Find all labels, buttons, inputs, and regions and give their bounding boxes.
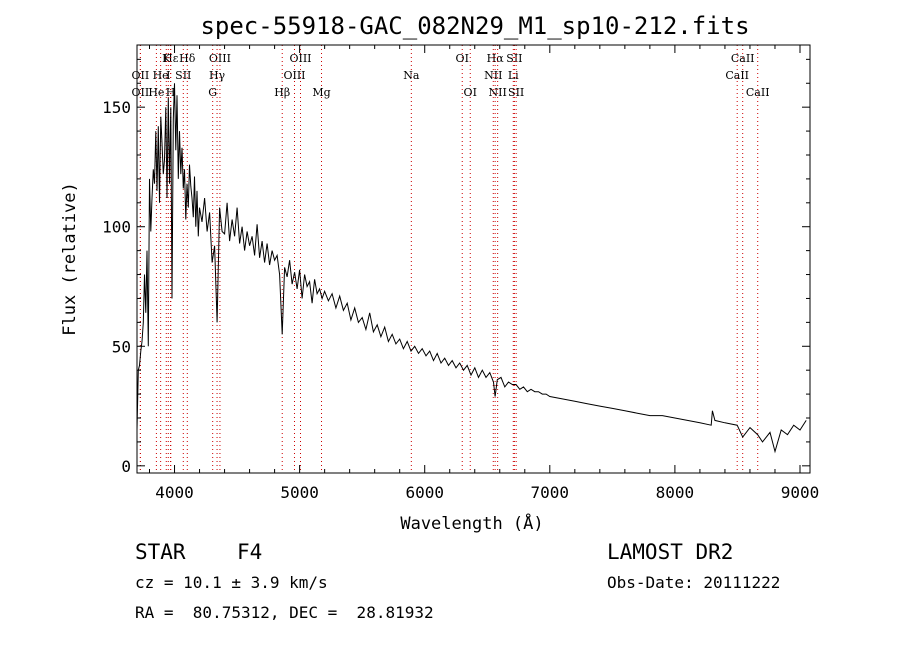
obs-date: Obs-Date: 20111222 (607, 573, 781, 592)
y-tick-label-150: 150 (102, 98, 131, 117)
spectrum-series (136, 83, 807, 454)
spectral-subclass: F4 (237, 540, 263, 564)
line-label-18: CaII (725, 69, 749, 82)
y-tick-label-100: 100 (102, 218, 131, 237)
line-label-14: OIII (283, 69, 305, 82)
line-label-10: He (153, 69, 169, 82)
line-label-21: H (166, 86, 176, 99)
line-label-3: OIII (209, 52, 231, 65)
line-label-2: Hδ (179, 52, 196, 65)
y-axis-label: Flux (relative) (60, 182, 80, 336)
plot-frame (136, 44, 811, 474)
survey-name: LAMOST DR2 (607, 540, 734, 564)
line-label-6: Hα (487, 52, 505, 65)
line-label-24: Mg (312, 86, 330, 99)
line-label-15: Na (403, 69, 420, 82)
line-label-12: SII (175, 69, 191, 82)
line-label-22: G (208, 86, 217, 99)
line-label-25: OI (464, 86, 477, 99)
line-label-23: Hβ (274, 86, 290, 99)
line-label-4: OIII (289, 52, 311, 65)
line-label-11: I (166, 69, 170, 82)
line-label-17: Li (508, 69, 519, 82)
y-tick-label-0: 0 (121, 457, 131, 476)
y-tick-label-50: 50 (112, 337, 131, 356)
line-label-16: NII (484, 69, 502, 82)
line-label-13: Hγ (209, 69, 226, 82)
coordinates-readout: RA = 80.75312, DEC = 28.81932 (135, 603, 434, 622)
x-tick-label-7000: 7000 (531, 483, 570, 502)
redshift-readout: cz = 10.1 ± 3.9 km/s (135, 573, 328, 592)
line-label-7: SII (506, 52, 522, 65)
line-label-0: Hε (163, 52, 179, 65)
spectrum-line (136, 83, 807, 454)
x-tick-label-9000: 9000 (781, 483, 820, 502)
line-label-20: He (148, 86, 164, 99)
x-tick-label-6000: 6000 (405, 483, 444, 502)
line-label-28: CaII (746, 86, 770, 99)
object-type: STAR (135, 540, 186, 564)
line-label-26: NII (488, 86, 506, 99)
line-label-1: K (162, 52, 171, 65)
axis-ticks: 4000 5000 6000 7000 8000 9000 0 50 100 150 (102, 45, 819, 502)
line-label-9: OII (132, 69, 150, 82)
line-label-19: OII (132, 86, 150, 99)
chart-title: spec-55918-GAC_082N29_M1_sp10-212.fits (200, 12, 749, 40)
line-label-5: OI (456, 52, 469, 65)
x-tick-label-5000: 5000 (280, 483, 319, 502)
x-tick-label-4000: 4000 (155, 483, 194, 502)
x-tick-label-8000: 8000 (656, 483, 695, 502)
line-label-27: SII (508, 86, 524, 99)
x-axis-label: Wavelength (Å) (400, 512, 543, 534)
line-label-8: CaII (731, 52, 755, 65)
